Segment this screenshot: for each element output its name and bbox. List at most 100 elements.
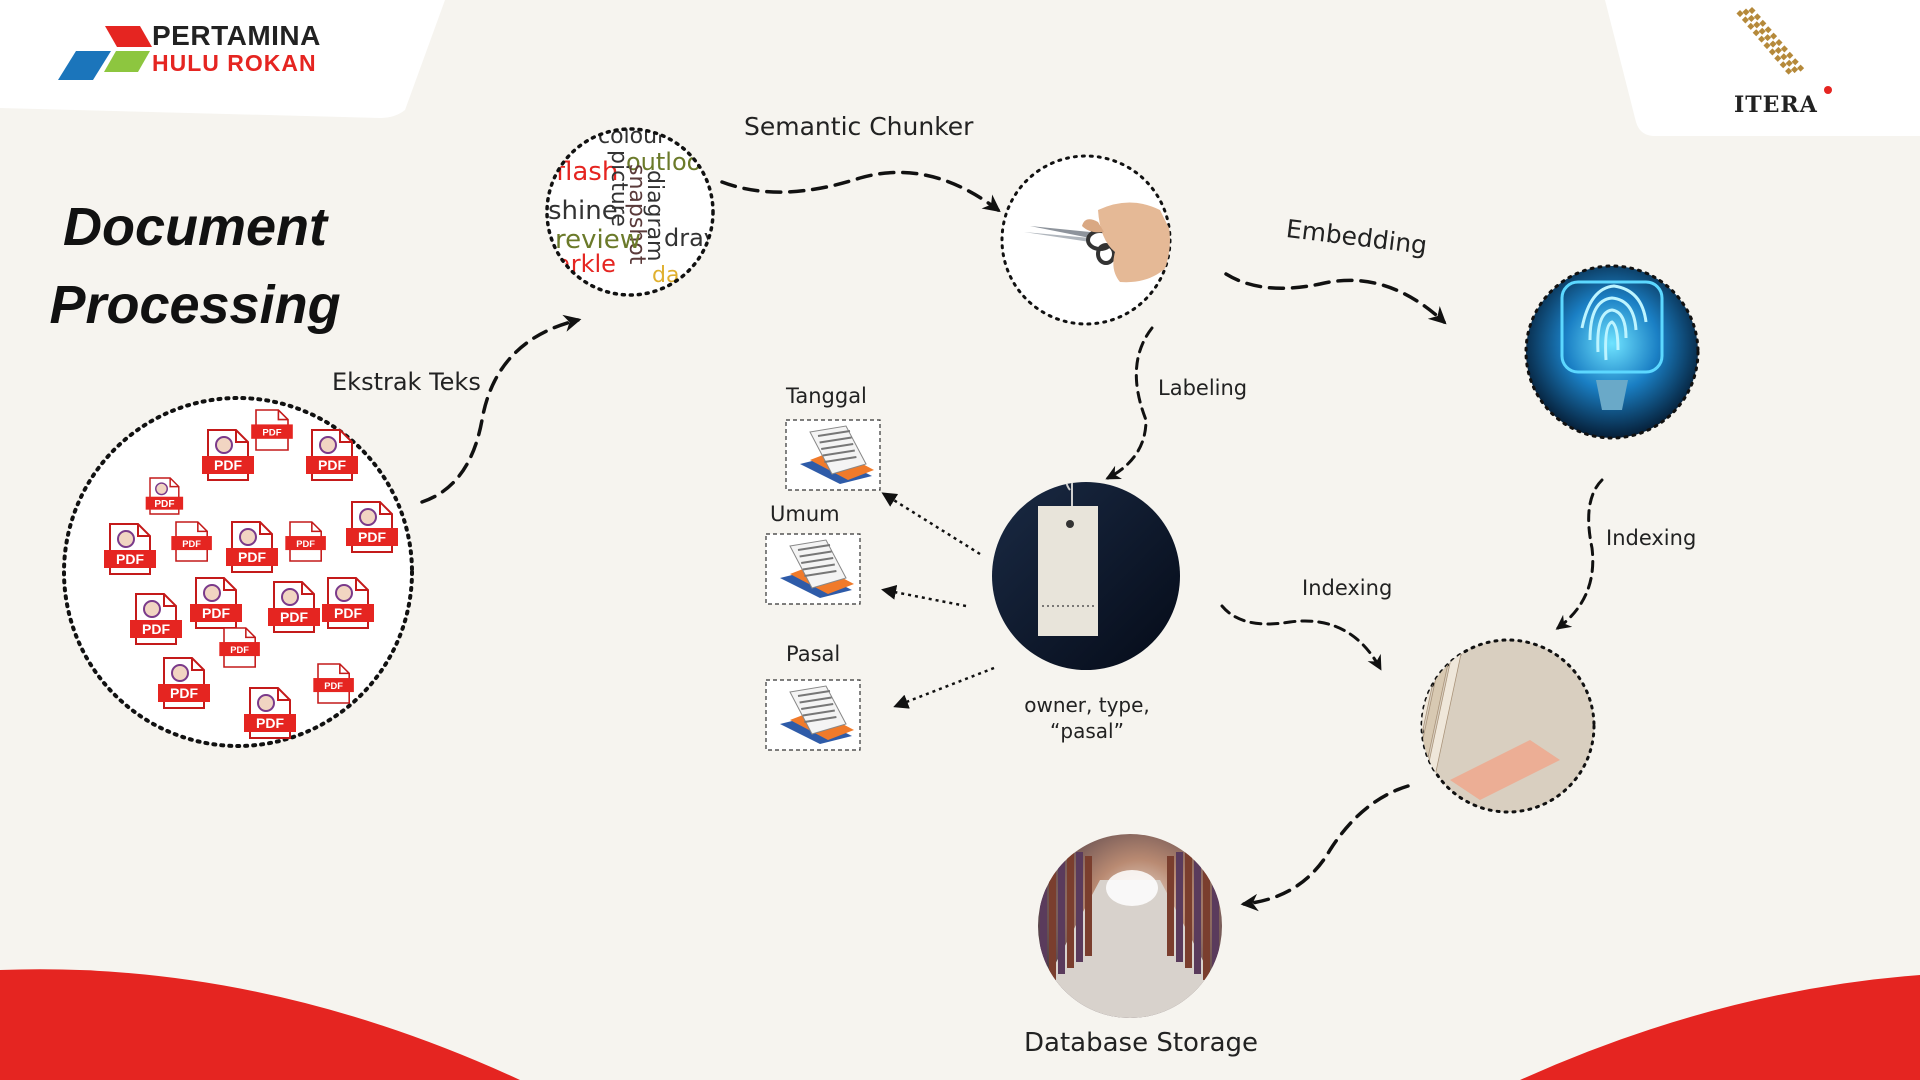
warehouse-shelf xyxy=(1167,856,1174,956)
folder-shape xyxy=(1330,644,1375,814)
pertamina-logo-text: PERTAMINA xyxy=(152,20,321,51)
arrow-labeling xyxy=(1105,326,1154,480)
metadata-document-icon xyxy=(765,679,861,751)
word-cloud-word: flash xyxy=(556,157,618,187)
folder-shape xyxy=(1340,648,1385,818)
page-title-line2: Processing xyxy=(49,275,341,336)
folder-shape xyxy=(1297,644,1342,814)
pdf-label: PDF xyxy=(154,499,174,510)
fingerprint-icon xyxy=(1560,280,1664,410)
pdf-label: PDF xyxy=(262,428,281,439)
folder-shape xyxy=(1287,640,1332,810)
folder-shape xyxy=(1353,640,1398,810)
pdf-label: PDF xyxy=(280,609,308,625)
pertamina-logo-mark xyxy=(58,26,152,80)
step-label-storage: Database Storage xyxy=(1024,1028,1259,1058)
pdf-file-icon: PDF xyxy=(219,627,260,668)
pdf-file-icon: PDF xyxy=(322,577,374,629)
word-cloud-word: arkle xyxy=(556,250,616,278)
word-cloud-word: da xyxy=(652,263,679,288)
warehouse-shelf xyxy=(1058,844,1065,974)
red-wave-right xyxy=(1520,975,1920,1080)
page-title: Document Processing xyxy=(40,188,350,345)
word-cloud-word: snapshot xyxy=(624,164,649,265)
pdf-label: PDF xyxy=(230,645,249,655)
pdf-file-icon: PDF xyxy=(226,521,278,573)
warehouse-shelf xyxy=(1176,852,1183,962)
folder-shape xyxy=(1373,648,1418,818)
metadata-document-group xyxy=(765,419,881,751)
warehouse-light xyxy=(1106,870,1158,906)
pdf-label: PDF xyxy=(358,529,386,545)
itera-logo-text: ITERA xyxy=(1734,92,1818,118)
arrow-indexing-right xyxy=(1555,478,1604,630)
pdf-label: PDF xyxy=(256,715,284,731)
fingerprint-circle xyxy=(1524,264,1700,440)
step-label-indexing-right: Indexing xyxy=(1606,526,1697,550)
pdf-file-icon: PDF xyxy=(145,477,184,515)
folder-tab-shape xyxy=(1450,740,1560,800)
indexing-circle xyxy=(1420,638,1596,814)
arrow-embedding xyxy=(1224,272,1447,325)
pdf-label: PDF xyxy=(296,539,315,549)
pdf-file-icon: PDF xyxy=(346,501,398,553)
warehouse-shelf xyxy=(1076,852,1083,962)
pdf-file-icon: PDF xyxy=(104,523,156,575)
pdf-label: PDF xyxy=(142,621,170,637)
hulu-rokan-logo-text: HULU ROKAN xyxy=(152,50,317,76)
word-cloud-word: shine xyxy=(548,196,618,226)
pdf-label: PDF xyxy=(324,681,343,691)
pdf-icon-group: PDF PDF PDF PDF PDF PDF PDF PDF PDF PDF PDF PDF PDF P… xyxy=(104,409,398,739)
pdf-label: PDF xyxy=(170,685,198,701)
pdf-file-icon: PDF xyxy=(190,577,242,629)
flow-arrows xyxy=(420,170,1604,912)
metadata-label-umum: Umum xyxy=(770,502,840,526)
warehouse-shelf xyxy=(1049,840,1056,980)
folder-shape xyxy=(1274,648,1319,818)
folder-shape xyxy=(1264,644,1309,814)
label-fields-line1: owner, type, xyxy=(1024,693,1150,717)
pdf-label: PDF xyxy=(318,457,346,473)
warehouse-shelf xyxy=(1067,848,1074,968)
itera-logo-accent xyxy=(1824,86,1832,94)
folder-shape xyxy=(1254,640,1299,810)
step-label-chunker: Semantic Chunker xyxy=(744,112,974,141)
metadata-label-pasal: Pasal xyxy=(786,642,841,666)
metadata-label-tanggal: Tanggal xyxy=(786,384,867,408)
pdf-file-icon: PDF xyxy=(313,663,354,704)
word-cloud-word: dray xyxy=(664,224,718,252)
warehouse-floor xyxy=(1038,880,1222,1018)
word-cloud-word: diagram xyxy=(642,170,667,261)
warehouse-shelf xyxy=(1085,856,1092,956)
pdf-file-icon: PDF xyxy=(171,521,212,562)
pdf-file-icon: PDF xyxy=(306,429,358,481)
label-fields-line2: “pasal” xyxy=(1050,719,1124,743)
arrow-indexing-main xyxy=(1220,604,1382,671)
word-cloud-circle xyxy=(547,129,713,295)
pdf-file-icon: PDF xyxy=(202,429,254,481)
page-title-line1: Document xyxy=(62,197,327,257)
warehouse-icon xyxy=(1038,836,1222,1018)
step-label-extract: Ekstrak Teks xyxy=(332,368,481,396)
label-fields-text: owner, type, “pasal” xyxy=(1020,692,1154,744)
word-cloud-border xyxy=(545,127,715,297)
pdf-label: PDF xyxy=(238,549,266,565)
pdf-label: PDF xyxy=(334,605,362,621)
word-cloud-word: colour xyxy=(598,124,667,149)
arrow-extract xyxy=(420,314,582,504)
step-label-indexing-main: Indexing xyxy=(1302,576,1393,600)
metadata-document-icon xyxy=(785,419,881,491)
word-cloud-word: review xyxy=(555,225,641,255)
warehouse-shelf xyxy=(1212,836,1219,986)
scissors-icon xyxy=(1024,202,1170,283)
arrow-umum xyxy=(881,584,967,608)
pdf-file-icon: PDF xyxy=(268,581,320,633)
arrow-tanggal xyxy=(881,492,981,556)
warehouse-shelf xyxy=(1203,840,1210,980)
price-tag-icon xyxy=(1038,482,1098,636)
pdf-label: PDF xyxy=(202,605,230,621)
pdf-file-icon: PDF xyxy=(244,687,296,739)
red-wave-left xyxy=(0,969,520,1080)
arrow-chunker xyxy=(720,170,1001,213)
